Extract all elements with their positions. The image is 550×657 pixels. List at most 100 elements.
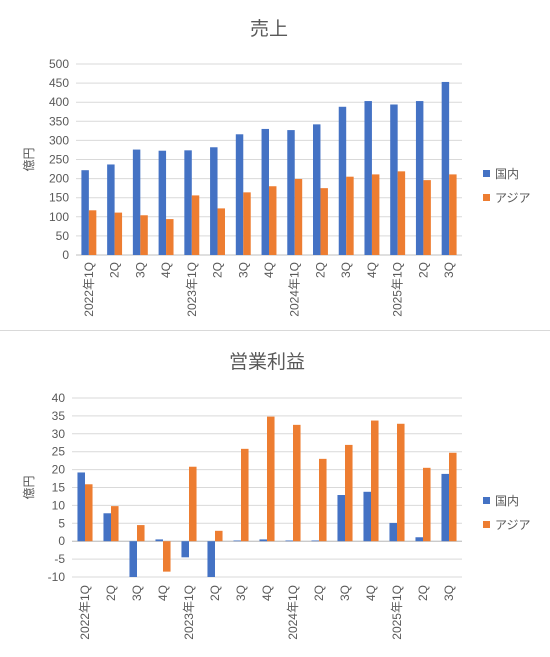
- y-axis-label: 億円: [22, 475, 36, 499]
- x-tick-label: 3Q: [339, 262, 353, 278]
- bar-domestic: [285, 540, 293, 542]
- bar-domestic: [233, 540, 241, 542]
- bar-domestic: [259, 539, 267, 542]
- y-tick-label: 450: [49, 76, 69, 90]
- x-tick-label: 4Q: [156, 585, 170, 601]
- bar-asia: [114, 212, 123, 255]
- legend-label: アジア: [495, 518, 531, 532]
- x-tick-label: 2022年1Q: [78, 585, 92, 640]
- sales-chart-panel: 売上 0 50 100 150 200 250 300 350 400 450 500 億円 2022年1…: [22, 18, 531, 317]
- x-tick-label: 3Q: [130, 585, 144, 601]
- x-tick-label: 3Q: [236, 262, 250, 278]
- x-tick-label: 4Q: [262, 262, 276, 278]
- y-tick-label: 15: [52, 481, 66, 495]
- x-tick-label: 2023年1Q: [185, 262, 199, 317]
- bar-domestic: [415, 537, 423, 542]
- bar-asia: [371, 420, 379, 542]
- x-tick-label: 4Q: [364, 585, 378, 601]
- bar-asia: [85, 484, 93, 542]
- bar-asia: [397, 423, 405, 542]
- bar-domestic: [313, 124, 321, 255]
- y-tick-label: 0: [58, 534, 65, 548]
- y-axis-label: 億円: [22, 147, 36, 171]
- bar-domestic: [287, 130, 295, 255]
- y-tick-label: 5: [58, 516, 65, 530]
- operating-profit-chart-panel: 営業利益 -10 -5 0 5 10 15 20 25 30 35 40 億円 2022年1Q 2Q 3Q 4Q…: [0, 331, 550, 652]
- bar-asia: [191, 195, 200, 255]
- bar-domestic: [389, 522, 397, 542]
- bar-domestic: [155, 539, 163, 542]
- y-tick-label: 100: [49, 210, 69, 224]
- y-tick-label: 40: [52, 391, 66, 405]
- bar-domestic: [81, 170, 89, 255]
- bar-asia: [111, 506, 119, 542]
- y-tick-label: 10: [52, 498, 66, 512]
- chart-title: 売上: [250, 18, 288, 40]
- bar-asia: [215, 530, 223, 542]
- x-tick-label: 2024年1Q: [288, 262, 302, 317]
- bar-domestic: [132, 149, 141, 255]
- y-tick-label: 400: [49, 95, 69, 109]
- legend-swatch: [483, 194, 490, 201]
- x-tick-label: 2Q: [208, 585, 222, 601]
- bar-asia: [243, 192, 251, 255]
- bar-asia: [189, 466, 197, 542]
- x-tick-label: 2023年1Q: [182, 585, 196, 640]
- bar-asia: [293, 424, 301, 542]
- y-tick-label: 300: [49, 133, 69, 147]
- y-tick-label: 50: [56, 229, 70, 243]
- x-tick-label: 4Q: [260, 585, 274, 601]
- bar-domestic: [364, 101, 372, 255]
- bar-asia: [449, 452, 457, 542]
- x-tick-label: 2Q: [416, 262, 430, 278]
- bar-asia: [423, 467, 431, 542]
- bar-asia: [267, 416, 275, 542]
- y-tick-label: -5: [54, 552, 65, 566]
- bar-asia: [140, 215, 148, 255]
- bar-asia: [217, 208, 225, 255]
- x-tick-label: 2024年1Q: [286, 585, 300, 640]
- y-tick-label: 35: [52, 409, 66, 423]
- y-tick-label: 500: [49, 57, 69, 71]
- x-tick-label: 3Q: [133, 262, 147, 278]
- bar-asia: [449, 174, 457, 255]
- bar-asia: [88, 210, 97, 255]
- bar-domestic: [107, 164, 115, 255]
- bar-domestic: [311, 540, 319, 542]
- y-tick-label: 25: [52, 445, 66, 459]
- bar-domestic: [390, 104, 398, 255]
- x-tick-label: 2025年1Q: [391, 262, 405, 317]
- y-tick-label: 350: [49, 114, 69, 128]
- x-tick-label: 3Q: [442, 262, 456, 278]
- legend-swatch: [483, 521, 490, 528]
- x-tick-label: 2Q: [416, 585, 430, 601]
- bar-domestic: [338, 106, 347, 255]
- bar-domestic: [158, 150, 167, 255]
- bar-domestic: [363, 491, 371, 542]
- bar-asia: [137, 525, 145, 542]
- y-tick-label: 200: [49, 172, 69, 186]
- bar-domestic: [181, 541, 189, 558]
- bar-asia: [371, 174, 380, 255]
- x-tick-label: 3Q: [442, 585, 456, 601]
- chart-divider: [0, 330, 550, 331]
- bar-domestic: [235, 134, 244, 255]
- bar-asia: [423, 180, 431, 255]
- bar-domestic: [184, 150, 192, 255]
- bar-domestic: [129, 541, 137, 577]
- y-tick-label: -10: [48, 570, 66, 584]
- x-tick-label: 2022年1Q: [82, 262, 96, 317]
- y-tick-label: 150: [49, 191, 69, 205]
- bar-domestic: [210, 147, 218, 255]
- bar-domestic: [207, 541, 215, 577]
- bar-asia: [319, 458, 327, 542]
- x-tick-label: 2Q: [211, 262, 225, 278]
- x-tick-label: 2Q: [108, 262, 122, 278]
- x-tick-label: 4Q: [365, 262, 379, 278]
- bar-domestic: [337, 495, 345, 542]
- bar-asia: [346, 176, 354, 255]
- bar-domestic: [261, 128, 269, 255]
- bar-asia: [163, 541, 171, 572]
- bar-domestic: [415, 101, 424, 255]
- y-tick-label: 30: [52, 427, 66, 441]
